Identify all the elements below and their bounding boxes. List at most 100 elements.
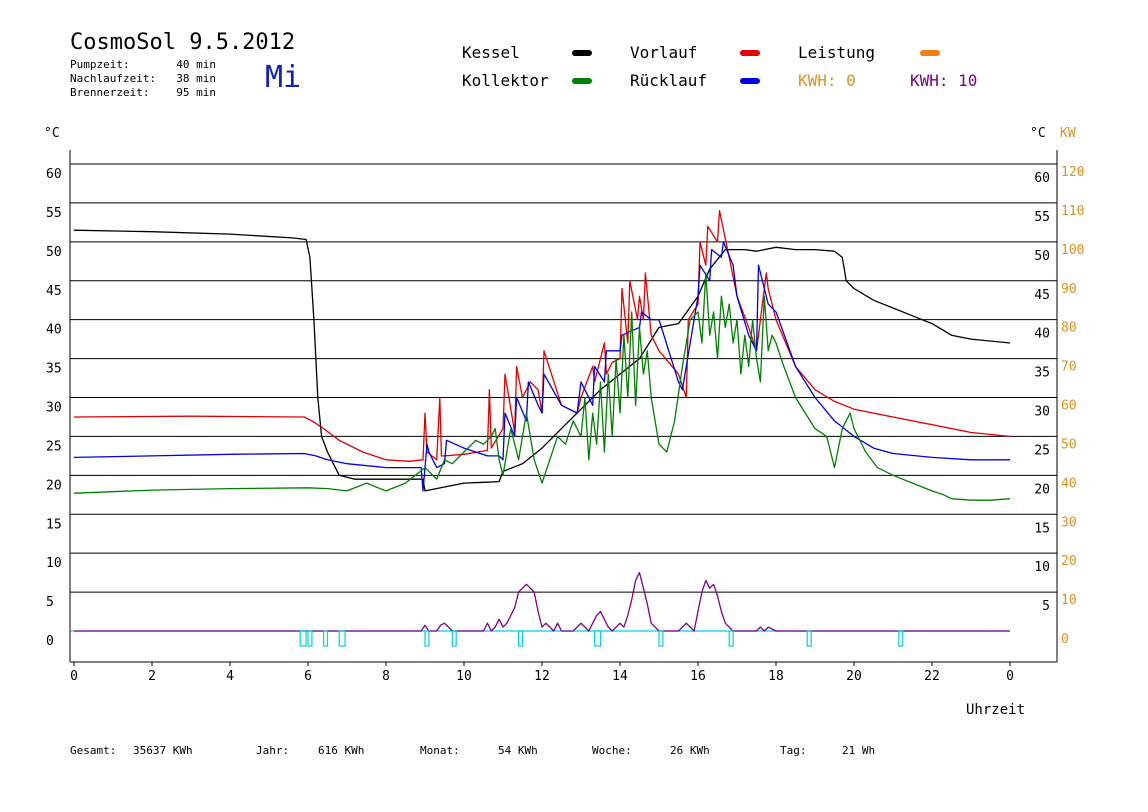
legend-leistung-swatch (920, 50, 940, 56)
x-tick-7: 14 (612, 669, 628, 684)
info-label-nachlaufzeit: Nachlaufzeit: (70, 72, 157, 85)
info-value-brennerzeit: 95 min (176, 86, 216, 99)
x-tick-5: 10 (456, 669, 472, 684)
legend-kollektor-swatch (572, 78, 592, 84)
y-tick-right-kw-120: 120 (1061, 165, 1084, 180)
series-lines (73, 210, 1011, 647)
info-value-nachlaufzeit: 38 min (176, 72, 216, 85)
y-tick-left-50: 50 (46, 245, 62, 260)
x-axis-label: Uhrzeit (966, 702, 1025, 718)
footer-gesamt-label: Gesamt: (70, 744, 117, 757)
y-tick-right-temp-20: 20 (1034, 482, 1050, 497)
y-tick-right-temp-40: 40 (1034, 327, 1050, 342)
x-tick-12: 0 (1006, 669, 1014, 684)
legend-kwh-purple: KWH: 10 (910, 71, 978, 90)
series-line-leistung (74, 571, 1010, 632)
pump-marker-11 (898, 630, 904, 647)
info-label-pumpzeit: Pumpzeit: (70, 58, 130, 71)
weekday-label: Mi (265, 60, 302, 95)
pump-marker-3 (338, 630, 346, 647)
series-line-r-cklauf (73, 241, 1010, 492)
tick-labels: 0510152025303540455055605101520253035404… (46, 165, 1084, 684)
pump-marker-2 (323, 630, 329, 647)
y-tick-left-55: 55 (46, 206, 62, 221)
y-axis-label-left: °C (44, 126, 60, 141)
legend-ruecklauf-swatch (740, 78, 760, 84)
legend-kessel-swatch (572, 50, 592, 56)
series-line-kollektor (73, 272, 1011, 501)
legend-kwh-orange: KWH: 0 (798, 71, 856, 90)
pump-marker-6 (517, 630, 524, 647)
y-tick-right-temp-45: 45 (1034, 288, 1050, 303)
x-tick-9: 18 (768, 669, 784, 684)
pump-marker-1 (307, 630, 313, 647)
y-tick-left-20: 20 (46, 478, 62, 493)
y-tick-left-45: 45 (46, 284, 62, 299)
y-tick-right-temp-35: 35 (1034, 366, 1050, 381)
y-tick-left-60: 60 (46, 167, 62, 182)
chart-axes (69, 150, 1058, 666)
y-tick-left-30: 30 (46, 401, 62, 416)
x-tick-0: 0 (70, 669, 78, 684)
x-tick-4: 8 (382, 669, 390, 684)
pump-marker-0 (299, 630, 307, 647)
footer-jahr-label: Jahr: (256, 744, 290, 757)
y-axis-label-right-kw: KW (1060, 126, 1076, 141)
x-tick-11: 22 (924, 669, 940, 684)
legend-ruecklauf-label: Rücklauf (630, 71, 708, 90)
legend-vorlauf-swatch (740, 50, 760, 56)
chart-title: CosmoSol 9.5.2012 (70, 30, 296, 55)
legend-leistung-label: Leistung (798, 43, 876, 62)
y-tick-right-kw-110: 110 (1061, 204, 1084, 219)
grid-lines (70, 163, 1057, 632)
y-tick-left-25: 25 (46, 439, 62, 454)
x-tick-8: 16 (690, 669, 706, 684)
pump-marker-7 (594, 630, 602, 647)
y-tick-right-kw-90: 90 (1061, 282, 1077, 297)
info-label-brennerzeit: Brennerzeit: (70, 86, 150, 99)
x-tick-2: 4 (226, 669, 234, 684)
legend-kessel-label: Kessel (462, 43, 520, 62)
series-line-vorlauf (73, 210, 1011, 462)
pump-marker-8 (658, 630, 664, 647)
y-tick-right-kw-40: 40 (1061, 476, 1077, 491)
y-tick-right-temp-55: 55 (1034, 210, 1050, 225)
y-tick-right-kw-30: 30 (1061, 515, 1077, 530)
y-axis-label-right-temp: °C (1030, 126, 1046, 141)
y-tick-left-0: 0 (46, 634, 54, 649)
y-tick-right-kw-100: 100 (1061, 243, 1084, 258)
y-tick-right-temp-60: 60 (1034, 171, 1050, 186)
y-tick-right-temp-15: 15 (1034, 521, 1050, 536)
pump-marker-5 (451, 630, 457, 647)
y-tick-right-temp-10: 10 (1034, 560, 1050, 575)
series-line-kessel (73, 229, 1011, 492)
y-tick-right-temp-30: 30 (1034, 405, 1050, 420)
pump-marker-10 (806, 630, 812, 647)
y-tick-right-temp-50: 50 (1034, 249, 1050, 264)
y-tick-left-10: 10 (46, 556, 62, 571)
y-tick-right-kw-20: 20 (1061, 554, 1077, 569)
footer-woche-value: 26 KWh (670, 744, 710, 757)
pump-marker-9 (728, 630, 734, 647)
y-tick-right-kw-70: 70 (1061, 360, 1077, 375)
y-tick-left-35: 35 (46, 362, 62, 377)
footer-tag-value: 21 Wh (842, 744, 876, 757)
footer-monat-label: Monat: (420, 744, 460, 757)
y-tick-right-kw-10: 10 (1061, 593, 1077, 608)
x-tick-10: 20 (846, 669, 862, 684)
x-tick-3: 6 (304, 669, 312, 684)
y-tick-right-kw-60: 60 (1061, 399, 1077, 414)
y-tick-left-15: 15 (46, 517, 62, 532)
y-tick-left-40: 40 (46, 323, 62, 338)
footer-gesamt-value: 35637 KWh (133, 744, 193, 757)
footer-jahr-value: 616 KWh (318, 744, 365, 757)
legend-kollektor-label: Kollektor (462, 71, 549, 90)
footer-woche-label: Woche: (592, 744, 632, 757)
y-tick-right-temp-25: 25 (1034, 443, 1050, 458)
y-tick-right-kw-80: 80 (1061, 321, 1077, 336)
info-value-pumpzeit: 40 min (176, 58, 216, 71)
footer-monat-value: 54 KWh (498, 744, 538, 757)
legend-vorlauf-label: Vorlauf (630, 43, 698, 62)
y-tick-right-temp-5: 5 (1042, 599, 1050, 614)
